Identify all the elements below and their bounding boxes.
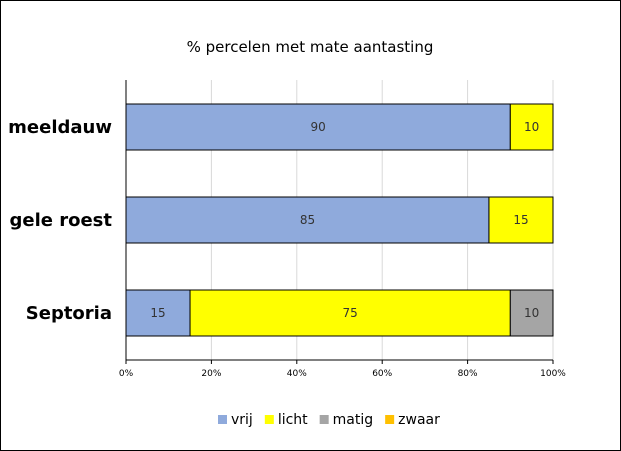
data-label: 10 (524, 306, 539, 320)
bar-segment-licht (488, 196, 554, 244)
legend-label-zwaar: zwaar (398, 412, 440, 428)
data-label: 15 (150, 306, 165, 320)
data-label: 90 (311, 120, 326, 134)
category-label: Septoria (26, 303, 112, 324)
legend-swatch-zwaar (385, 415, 395, 424)
legend-label-vrij: vrij (231, 412, 253, 428)
category-labels: meeldauw gele roest Septoria (8, 117, 112, 324)
chart-title: % percelen met mate aantasting (187, 38, 434, 56)
bar-segment-licht (509, 103, 554, 151)
x-tick-label: 60% (372, 369, 392, 379)
x-tick-label: 0% (119, 369, 134, 379)
legend-label-matig: matig (333, 412, 373, 428)
legend: vrij licht matig zwaar (218, 412, 440, 428)
bar-segment-matig (509, 289, 554, 337)
bars: 90 10 85 15 15 75 10 (125, 103, 554, 337)
axes (125, 80, 554, 364)
category-label: gele roest (9, 210, 112, 231)
x-tick-label: 100% (540, 369, 566, 379)
legend-label-licht: licht (278, 412, 308, 428)
x-tick-label: 40% (287, 369, 307, 379)
x-tick-labels: 0% 20% 40% 60% 80% 100% (119, 369, 566, 379)
category-label: meeldauw (8, 117, 112, 138)
data-label: 85 (300, 213, 315, 227)
data-label: 75 (343, 306, 358, 320)
data-label: 15 (513, 213, 528, 227)
legend-swatch-licht (264, 415, 274, 424)
x-tick-label: 20% (201, 369, 221, 379)
legend-swatch-vrij (218, 415, 227, 424)
bar-segment-vrij (125, 196, 490, 244)
bar-segment-licht (189, 289, 511, 337)
data-label: 10 (524, 120, 539, 134)
legend-swatch-matig (319, 415, 329, 424)
x-tick-label: 80% (458, 369, 478, 379)
